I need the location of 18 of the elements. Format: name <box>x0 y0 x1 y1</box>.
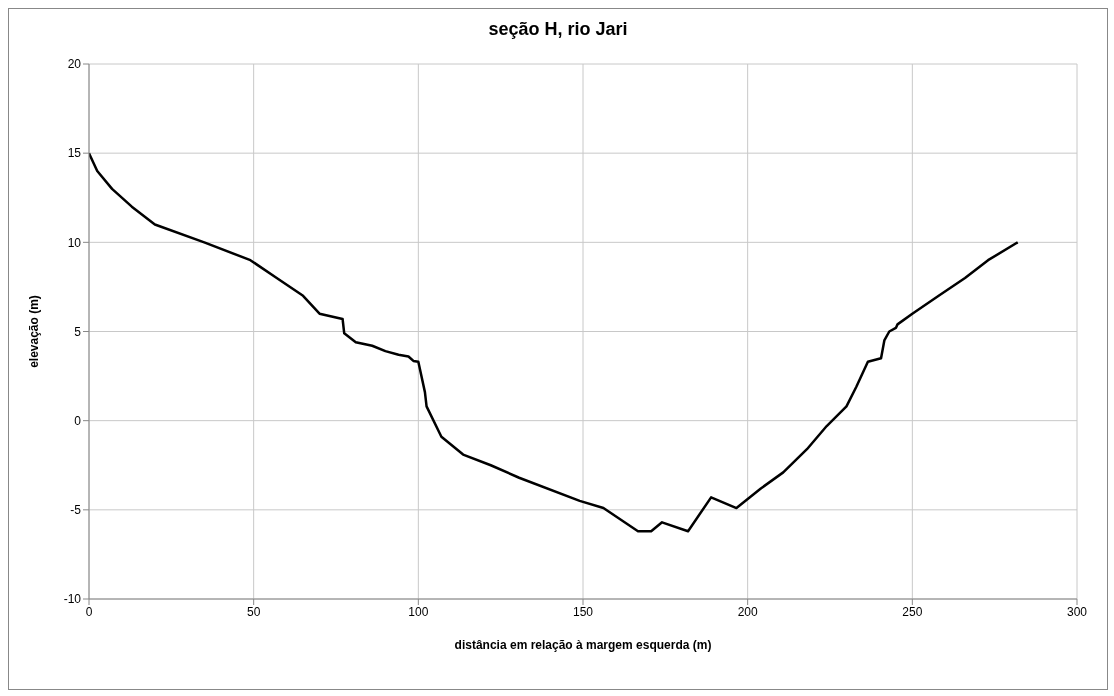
y-tick-label: 5 <box>74 324 82 339</box>
y-tick-label: 15 <box>67 146 82 161</box>
x-tick-label: 200 <box>737 604 758 619</box>
chart-title: seção H, rio Jari <box>487 19 629 40</box>
x-tick-label: 50 <box>246 604 261 619</box>
y-tick-label: 20 <box>67 57 82 72</box>
x-tick-label: 150 <box>572 604 594 619</box>
y-tick-label: 10 <box>67 235 82 250</box>
x-tick-label: 300 <box>1066 604 1088 619</box>
y-axis-title: elevação (m) <box>27 295 42 368</box>
x-tick-label: 250 <box>902 604 923 619</box>
y-tick-label: -5 <box>70 503 82 518</box>
y-tick-label: -10 <box>63 592 82 607</box>
x-tick-label: 0 <box>85 604 93 619</box>
y-tick-label: 0 <box>74 413 82 428</box>
x-tick-label: 100 <box>408 604 429 619</box>
line-series <box>89 151 1019 533</box>
x-axis-title: distância em relação à margem esquerda (m) <box>454 638 712 652</box>
